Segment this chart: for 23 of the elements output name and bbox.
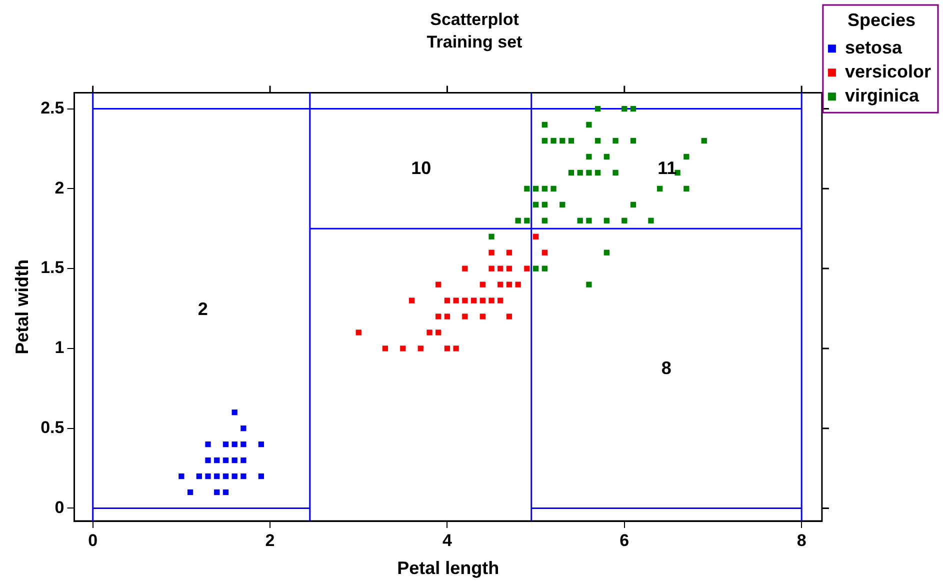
legend-label: virginica: [844, 86, 920, 106]
legend-label: versicolor: [844, 62, 931, 82]
annotation: 11: [658, 158, 677, 178]
x-tick-label: 2: [265, 530, 275, 550]
legend-label: setosa: [844, 38, 903, 58]
x-axis-title: Petal length: [397, 558, 500, 578]
x-tick-label: 0: [88, 530, 98, 550]
y-tick-label: 2.5: [40, 98, 64, 118]
annotation: 2: [198, 298, 208, 319]
y-axis-title: Petal width: [12, 259, 32, 354]
x-tick-label: 4: [442, 530, 452, 550]
legend-title: Species: [847, 10, 916, 30]
x-tick-label: 8: [796, 530, 806, 550]
chart-title: Scatterplot: [430, 10, 520, 29]
chart-subtitle: Training set: [426, 32, 523, 52]
y-tick-label: 0.5: [40, 418, 64, 438]
y-tick-label: 2: [54, 178, 64, 198]
y-tick-label: 1.5: [40, 258, 64, 278]
x-tick-label: 6: [620, 530, 630, 550]
annotation: 10: [411, 158, 432, 178]
annotation: 8: [661, 358, 672, 378]
y-tick-label: 1: [54, 338, 64, 358]
y-tick-label: 0: [54, 498, 64, 517]
